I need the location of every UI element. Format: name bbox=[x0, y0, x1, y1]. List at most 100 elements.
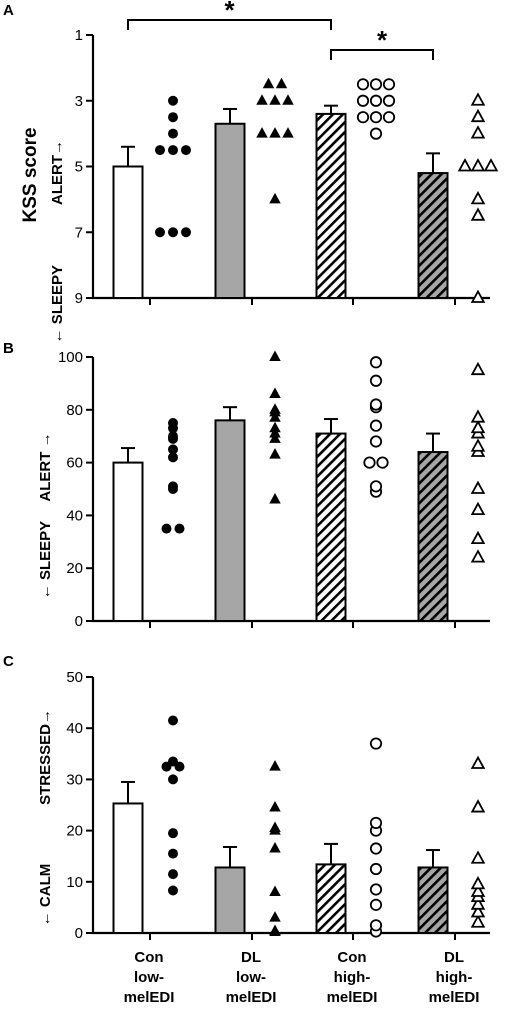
data-point bbox=[369, 398, 383, 411]
data-point bbox=[470, 190, 486, 205]
y-tick-label: 20 bbox=[66, 560, 83, 577]
category-label-line: low- bbox=[134, 969, 164, 986]
data-point bbox=[181, 145, 191, 156]
data-point bbox=[168, 756, 178, 767]
data-point bbox=[470, 914, 486, 928]
bar bbox=[417, 866, 449, 934]
significance-bracket bbox=[330, 49, 434, 60]
data-point bbox=[168, 828, 178, 839]
panel-a-plot: 1 3 5 7 9 * * bbox=[75, 0, 499, 307]
category-label-line: Con bbox=[337, 949, 366, 966]
data-point bbox=[155, 227, 165, 238]
data-point bbox=[356, 94, 370, 107]
category-label-line: DL bbox=[444, 949, 464, 966]
data-point bbox=[369, 419, 383, 432]
y-tick-label: 100 bbox=[58, 349, 83, 366]
data-point bbox=[269, 387, 281, 398]
data-point bbox=[269, 760, 281, 771]
data-point bbox=[168, 418, 178, 428]
data-point bbox=[356, 78, 370, 91]
significance-bracket bbox=[127, 19, 332, 30]
data-point bbox=[369, 356, 383, 369]
significance-label: * bbox=[224, 0, 235, 25]
data-point bbox=[382, 78, 396, 91]
y-tick-label: 7 bbox=[75, 224, 83, 241]
data-point bbox=[269, 885, 281, 897]
data-point bbox=[382, 94, 396, 107]
data-point bbox=[369, 883, 383, 896]
data-point bbox=[269, 924, 281, 935]
data-point bbox=[168, 431, 178, 442]
data-point bbox=[275, 77, 288, 89]
data-point bbox=[369, 919, 383, 932]
y-tick-label: 80 bbox=[66, 402, 83, 419]
bar bbox=[214, 866, 246, 934]
category-label-line: melEDI bbox=[124, 989, 175, 1006]
data-point bbox=[470, 904, 486, 918]
category-label-line: high- bbox=[436, 969, 473, 986]
data-point bbox=[470, 755, 486, 769]
data-point bbox=[282, 127, 294, 138]
y-tick-label: 0 bbox=[75, 613, 83, 630]
panel-b: B ALERT → ← SLEEPY 0 20 40 60 80 100 bbox=[3, 340, 490, 630]
y-tick-label: 9 bbox=[75, 290, 83, 307]
data-point bbox=[256, 127, 268, 138]
data-point bbox=[262, 77, 275, 89]
data-point bbox=[369, 78, 383, 91]
bar bbox=[417, 172, 449, 299]
panel-a-ylabel-top: ALERT→ bbox=[49, 140, 66, 205]
bar bbox=[214, 122, 246, 299]
data-point bbox=[168, 715, 178, 726]
bar bbox=[315, 112, 347, 300]
bar bbox=[112, 802, 144, 934]
category-label: DL high-melEDI bbox=[429, 949, 480, 1006]
data-point bbox=[168, 452, 178, 463]
y-tick-label: 1 bbox=[75, 27, 83, 44]
category-label-line: melEDI bbox=[327, 989, 378, 1006]
data-point bbox=[369, 737, 383, 750]
panel-b-ylabel-bottom: ← SLEEPY bbox=[37, 521, 54, 599]
y-tick-label: 40 bbox=[66, 720, 83, 737]
y-tick-label: 0 bbox=[75, 925, 83, 942]
data-point bbox=[470, 875, 486, 890]
data-point bbox=[369, 842, 383, 855]
data-point bbox=[174, 523, 185, 534]
data-point bbox=[168, 869, 178, 880]
data-point bbox=[363, 456, 376, 469]
data-point bbox=[269, 411, 281, 422]
data-point bbox=[369, 898, 383, 911]
data-point bbox=[356, 111, 370, 124]
data-point bbox=[168, 95, 178, 106]
data-point bbox=[470, 480, 486, 494]
data-point bbox=[269, 94, 281, 105]
y-tick-label: 20 bbox=[66, 823, 83, 840]
data-point bbox=[369, 435, 383, 448]
data-point bbox=[470, 207, 486, 221]
data-point bbox=[269, 432, 281, 443]
data-point bbox=[470, 108, 486, 123]
data-point bbox=[369, 816, 383, 830]
panel-b-plot: 0 20 40 60 80 100 bbox=[58, 349, 490, 630]
data-point bbox=[369, 111, 383, 124]
data-point bbox=[168, 112, 178, 123]
data-point bbox=[168, 444, 178, 455]
bar bbox=[214, 419, 246, 622]
data-point bbox=[168, 227, 178, 238]
data-point bbox=[269, 448, 281, 459]
data-point bbox=[168, 774, 178, 785]
data-point bbox=[369, 480, 383, 493]
data-point bbox=[369, 127, 383, 140]
panel-c-letter: C bbox=[3, 653, 14, 670]
panel-c-ylabel-bottom: ← CALM bbox=[37, 864, 54, 927]
data-point bbox=[470, 896, 486, 910]
data-point bbox=[470, 125, 486, 139]
data-point bbox=[269, 842, 281, 853]
bar bbox=[112, 461, 144, 622]
category-label-line: Con bbox=[134, 949, 163, 966]
data-point bbox=[382, 111, 396, 124]
data-point bbox=[282, 94, 294, 105]
data-point bbox=[168, 128, 178, 139]
category-label-line: melEDI bbox=[429, 989, 480, 1006]
data-point bbox=[269, 127, 281, 138]
data-point bbox=[269, 403, 281, 414]
